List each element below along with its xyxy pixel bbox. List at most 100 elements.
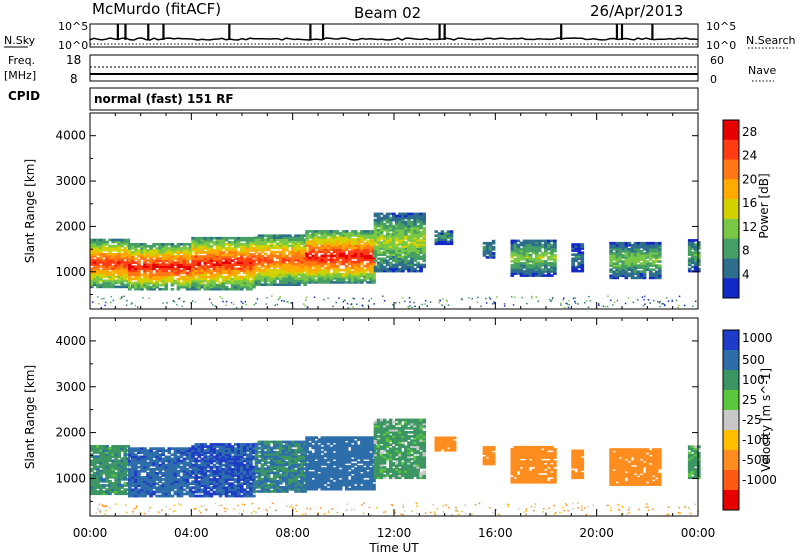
power-echo-cell	[215, 259, 220, 262]
power-echo-cell	[185, 281, 190, 285]
velocity-echo-cell	[233, 451, 238, 455]
power-echo-cell	[401, 247, 405, 250]
power-echo-cell	[544, 249, 548, 253]
velocity-echo-cell	[206, 476, 211, 479]
velocity-echo-cell	[173, 461, 178, 465]
power-echo-cell	[350, 281, 355, 284]
power-echo-cell	[645, 241, 650, 245]
power-scatter-point	[461, 298, 463, 301]
power-echo-cell	[288, 240, 292, 244]
power-echo-cell	[382, 259, 387, 263]
power-echo-cell	[218, 243, 223, 246]
velocity-echo-cell	[143, 465, 147, 469]
power-echo-cell	[376, 224, 381, 228]
power-echo-cell	[413, 267, 417, 271]
power-echo-cell	[240, 243, 244, 246]
power-echo-cell	[338, 234, 343, 237]
power-echo-cell	[279, 236, 283, 239]
velocity-echo-cell	[249, 467, 253, 471]
velocity-echo-cell	[93, 451, 97, 454]
power-echo-cell	[615, 260, 619, 263]
power-echo-cell	[123, 253, 127, 256]
power-echo-cell	[137, 277, 141, 281]
velocity-echo-cell	[111, 451, 115, 454]
power-echo-cell	[385, 228, 390, 232]
velocity-echo-cell	[167, 449, 172, 452]
velocity-echo-cell	[203, 469, 208, 473]
power-echo-cell	[137, 269, 141, 273]
velocity-echo-cell	[191, 445, 195, 448]
velocity-echo-cell	[179, 476, 184, 479]
power-echo-cell	[344, 254, 349, 258]
power-echo-cell	[149, 279, 153, 283]
power-echo-cell	[212, 281, 217, 285]
power-echo-cell	[651, 252, 656, 255]
power-echo-cell	[317, 246, 322, 249]
power-echo-cell	[528, 274, 533, 277]
power-echo-cell	[111, 281, 115, 285]
power-echo-cell	[291, 254, 295, 258]
velocity-echo-cell	[221, 474, 226, 477]
power-echo-cell	[152, 267, 156, 271]
velocity-echo-cell	[134, 459, 138, 463]
power-echo-cell	[297, 238, 301, 241]
power-echo-cell	[291, 258, 295, 262]
power-echo-cell	[314, 242, 319, 245]
power-scatter-point	[367, 304, 370, 307]
power-echo-cell	[404, 231, 408, 234]
velocity-echo-cell	[111, 447, 115, 450]
power-echo-cell	[236, 245, 241, 248]
power-echo-cell	[155, 269, 159, 273]
power-echo-cell	[143, 261, 147, 264]
power-scatter-point	[491, 303, 494, 305]
velocity-echo-cell	[173, 486, 178, 490]
power-echo-cell	[404, 261, 408, 265]
power-scatter-point	[120, 296, 123, 299]
velocity-echo-cell	[252, 482, 256, 485]
power-echo-cell	[194, 247, 198, 250]
velocity-echo-cell	[230, 459, 235, 463]
power-scatter-point	[604, 305, 606, 308]
power-echo-cell	[369, 264, 373, 268]
power-echo-cell	[323, 279, 328, 282]
power-echo-cell	[227, 249, 232, 252]
power-echo-cell	[314, 238, 319, 241]
velocity-echo-cell	[173, 490, 178, 494]
power-echo-cell	[645, 268, 650, 271]
power-echo-cell	[654, 243, 659, 247]
velocity-echo-cell	[206, 492, 211, 496]
power-echo-cell	[123, 248, 127, 252]
power-echo-cell	[376, 235, 381, 238]
power-echo-cell	[446, 240, 451, 244]
power-echo-cell	[413, 255, 417, 259]
velocity-echo-cell	[117, 471, 121, 475]
velocity-echo-cell	[134, 467, 138, 471]
power-echo-cell	[642, 264, 647, 267]
power-echo-cell	[137, 273, 141, 277]
velocity-echo-cell	[117, 467, 121, 471]
velocity-echo-cell	[243, 445, 247, 448]
power-echo-cell	[246, 255, 250, 258]
power-echo-cell	[624, 245, 629, 249]
power-echo-cell	[407, 212, 411, 216]
velocity-echo-cell	[227, 472, 232, 475]
power-echo-cell	[388, 253, 393, 256]
power-echo-cell	[320, 270, 325, 274]
power-echo-cell	[687, 257, 692, 261]
station-title: McMurdo (fitACF)	[92, 0, 221, 18]
power-echo-cell	[618, 241, 623, 245]
power-echo-cell	[167, 259, 172, 262]
power-echo-cell	[203, 271, 208, 275]
power-echo-cell	[609, 254, 613, 257]
power-scatter-point	[624, 302, 627, 305]
power-echo-cell	[203, 269, 208, 273]
power-echo-cell	[395, 228, 399, 232]
power-echo-cell	[379, 251, 384, 254]
power-echo-cell	[212, 257, 217, 260]
velocity-echo-cell	[197, 494, 201, 498]
velocity-echo-cell	[152, 453, 156, 457]
power-echo-cell	[633, 258, 638, 261]
power-scatter-point	[179, 297, 181, 299]
velocity-echo-cell	[218, 447, 223, 450]
power-echo-cell	[108, 275, 112, 278]
